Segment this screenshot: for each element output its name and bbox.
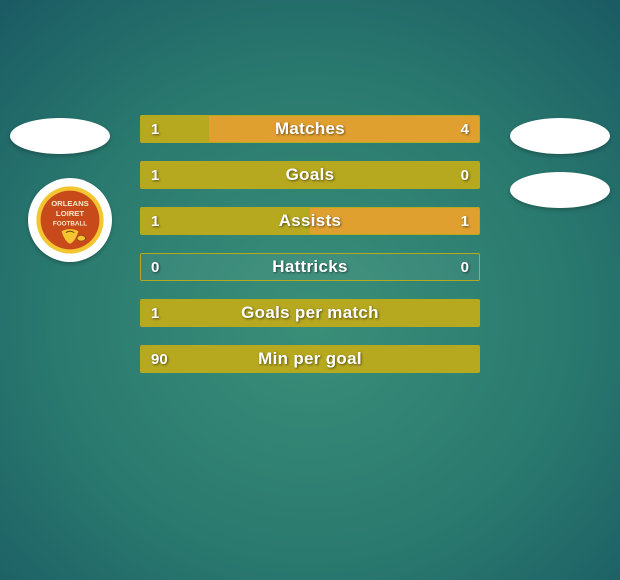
stat-label: Assists — [141, 208, 479, 234]
stat-label: Goals — [141, 162, 479, 188]
stat-row: 10Goals — [140, 161, 480, 189]
stat-row: 14Matches — [140, 115, 480, 143]
background-gradient — [0, 0, 620, 580]
stat-row: 11Assists — [140, 207, 480, 235]
stat-row: 1Goals per match — [140, 299, 480, 327]
stat-row: 90Min per goal — [140, 345, 480, 373]
stat-label: Hattricks — [141, 254, 479, 280]
stat-row: 00Hattricks — [140, 253, 480, 281]
stat-label: Min per goal — [141, 346, 479, 372]
stat-label: Goals per match — [141, 300, 479, 326]
stat-label: Matches — [141, 116, 479, 142]
